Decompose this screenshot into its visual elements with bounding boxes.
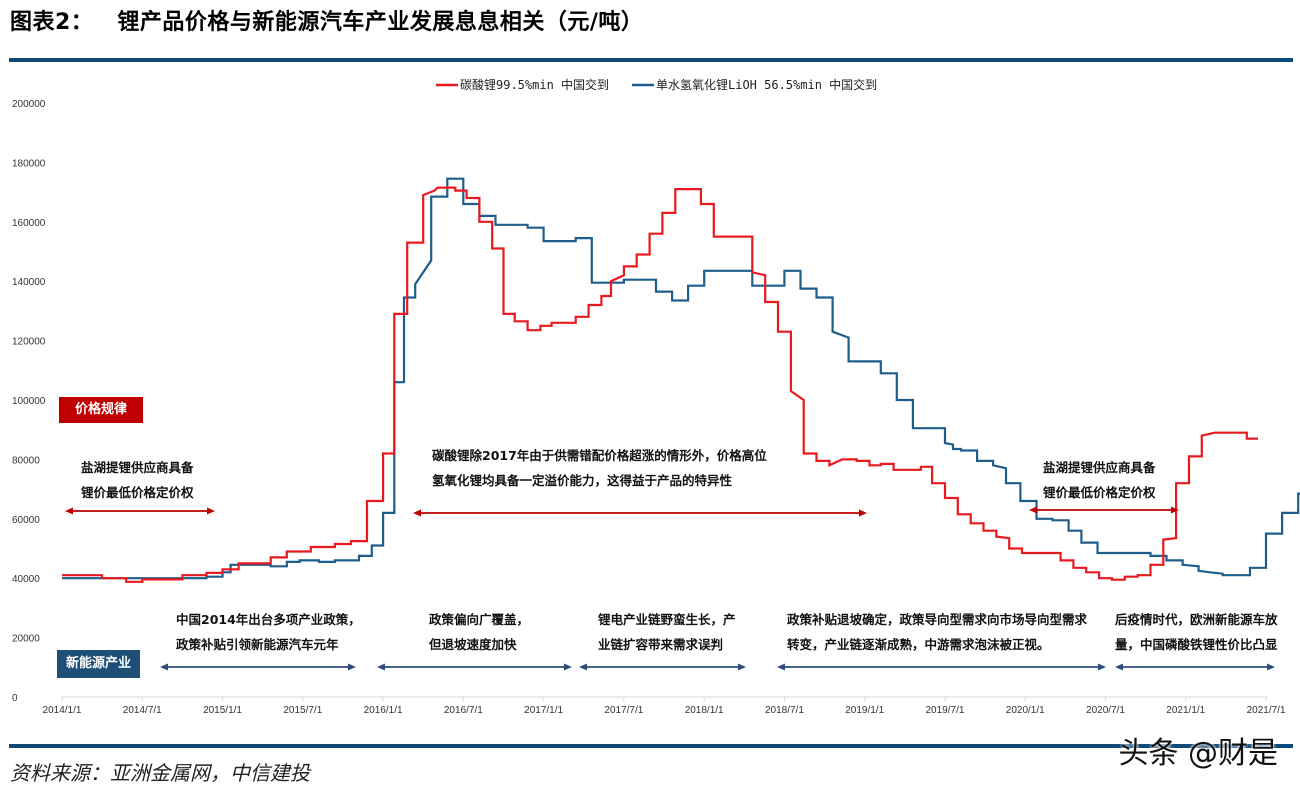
source-note: 资料来源：亚洲金属网，中信建投	[10, 761, 310, 785]
arrowhead-right-icon	[1098, 663, 1106, 671]
watermark: 头条 @财是	[1118, 736, 1278, 771]
plot-series	[62, 177, 1300, 583]
arrowhead-left-icon	[1115, 663, 1123, 671]
y-tick-label: 120000	[12, 337, 46, 348]
figure-title-text: 锂产品价格与新能源汽车产业发展息息相关（元/吨）	[117, 10, 644, 35]
x-tick-label: 2018/7/1	[765, 705, 804, 716]
y-tick-label: 200000	[12, 99, 46, 110]
x-tick-label: 2021/1/1	[1166, 705, 1205, 716]
x-tick-label: 2020/1/1	[1006, 705, 1045, 716]
note-premium: 碳酸锂除2017年由于供需错配价格超涨的情形外，价格高位 氢氧化锂均具备一定溢价…	[432, 448, 767, 488]
x-tick-label: 2015/1/1	[203, 705, 242, 716]
y-axis: 0 20000 40000 60000 80000 100000 120000 140000 1…	[12, 99, 46, 704]
y-tick-label: 160000	[12, 218, 46, 229]
x-tick-label: 2020/7/1	[1086, 705, 1125, 716]
x-tick-label: 2017/7/1	[604, 705, 643, 716]
top-rule	[9, 58, 1293, 62]
new-energy-industry-badge: 新能源产业	[57, 650, 140, 678]
y-tick-label: 100000	[12, 396, 46, 407]
note-industry-2016: 政策偏向广覆盖， 但退坡速度加快	[429, 612, 530, 652]
x-tick-label: 2014/1/1	[43, 705, 82, 716]
bottom-rule	[9, 744, 1293, 748]
note-industry-2018: 政策补贴退坡确定，政策导向型需求向市场导向型需求 转变，产业链逐渐成熟，中游需求…	[787, 612, 1088, 652]
legend-label-lithium-hydroxide: 单水氢氧化锂LiOH 56.5%min 中国交到	[656, 77, 877, 92]
note-salt-lake-left: 盐湖提锂供应商具备 锂价最低价格定价权	[81, 460, 194, 500]
arrowhead-right-icon	[859, 509, 867, 517]
arrowhead-left-icon	[377, 663, 385, 671]
x-tick-label: 2019/1/1	[845, 705, 884, 716]
y-tick-label: 140000	[12, 277, 46, 288]
legend-label-lithium-carbonate: 碳酸锂99.5%min 中国交到	[460, 77, 609, 92]
y-tick-label: 0	[12, 693, 18, 704]
arrowhead-right-icon	[207, 507, 215, 515]
arrowhead-left-icon	[1029, 506, 1037, 514]
x-tick-label: 2014/7/1	[123, 705, 162, 716]
arrowhead-right-icon	[348, 663, 356, 671]
arrowhead-left-icon	[579, 663, 587, 671]
y-tick-label: 40000	[12, 574, 40, 585]
note-salt-lake-right: 盐湖提锂供应商具备 锂价最低价格定价权	[1043, 460, 1156, 500]
series-lithium-hydroxide	[62, 177, 1300, 580]
arrowhead-left-icon	[413, 509, 421, 517]
figure-title: 图表2： 锂产品价格与新能源汽车产业发展息息相关（元/吨）	[10, 4, 643, 36]
x-tick-label: 2016/1/1	[364, 705, 403, 716]
arrowhead-left-icon	[160, 663, 168, 671]
note-industry-2020: 后疫情时代，欧洲新能源车放 量，中国磷酸铁锂性价比凸显	[1115, 612, 1278, 652]
y-tick-label: 20000	[12, 634, 40, 645]
x-tick-label: 2019/7/1	[926, 705, 965, 716]
y-tick-label: 60000	[12, 515, 40, 526]
arrowhead-right-icon	[1171, 506, 1179, 514]
arrowhead-right-icon	[738, 663, 746, 671]
price-pattern-badge: 价格规律	[59, 397, 143, 423]
y-tick-label: 80000	[12, 455, 40, 466]
note-industry-2017: 锂电产业链野蛮生长，产 业链扩容带来需求误判	[598, 612, 736, 652]
x-axis: 2014/1/1 2014/7/1 2015/1/1 2015/7/1 2016/1/1…	[43, 696, 1286, 716]
annotation-arrows	[65, 506, 1275, 671]
x-tick-label: 2021/7/1	[1247, 705, 1286, 716]
arrowhead-left-icon	[65, 507, 73, 515]
note-industry-2014: 中国2014年出台多项产业政策， 政策补贴引领新能源汽车元年	[176, 612, 361, 652]
series-lithium-carbonate	[62, 186, 1258, 583]
arrowhead-left-icon	[777, 663, 785, 671]
x-tick-label: 2017/1/1	[524, 705, 563, 716]
y-tick-label: 180000	[12, 158, 46, 169]
legend: 碳酸锂99.5%min 中国交到 单水氢氧化锂LiOH 56.5%min 中国交…	[436, 77, 877, 92]
arrowhead-right-icon	[564, 663, 572, 671]
x-tick-label: 2015/7/1	[283, 705, 322, 716]
figure-label: 图表2：	[10, 10, 94, 35]
x-tick-label: 2016/7/1	[444, 705, 483, 716]
arrowhead-right-icon	[1267, 663, 1275, 671]
x-tick-label: 2018/1/1	[685, 705, 724, 716]
